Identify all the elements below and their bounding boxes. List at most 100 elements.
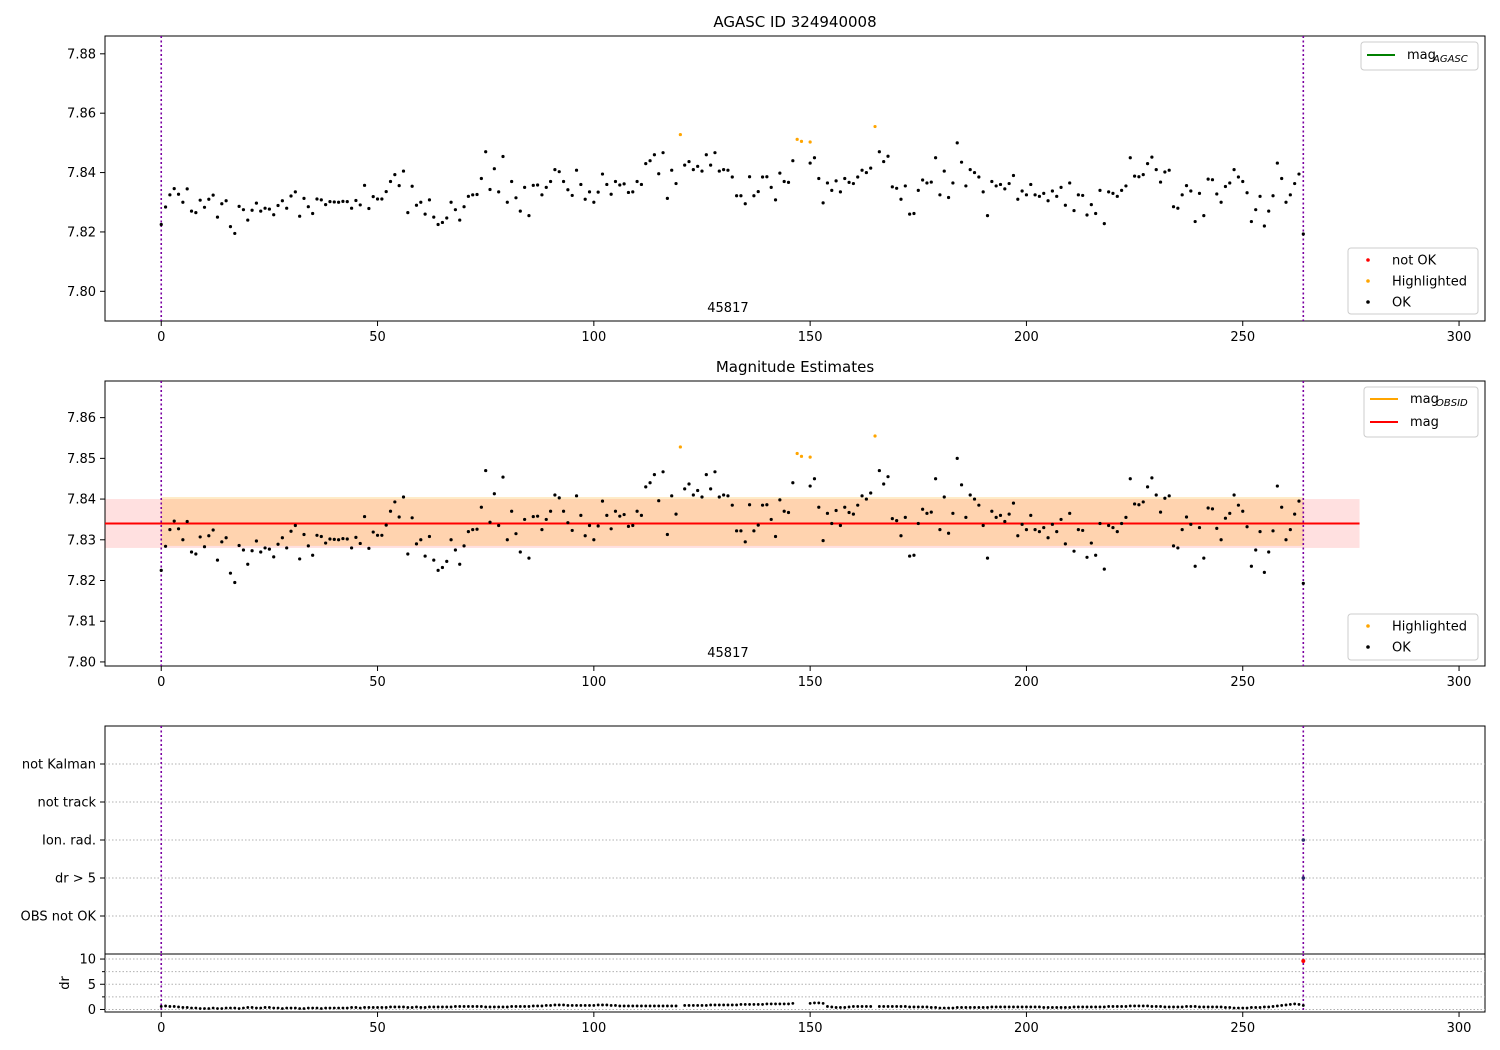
ok-point	[207, 534, 211, 538]
ok-point	[250, 208, 254, 212]
ok-point	[427, 198, 432, 202]
ok-point	[1241, 509, 1245, 513]
ok-point	[163, 544, 168, 548]
panel-flags: not Kalman not track Ion. rad. dr > 5 OBS no…	[21, 725, 1486, 955]
panel2-title: Magnitude Estimates	[716, 358, 874, 376]
dr-point	[665, 1004, 669, 1008]
ok-point	[657, 172, 661, 176]
dr-point	[1020, 1005, 1024, 1009]
ok-point	[1197, 191, 1202, 195]
dr-point	[384, 1006, 388, 1009]
ok-point	[1297, 172, 1301, 176]
dr-point	[1275, 1004, 1279, 1008]
ok-point	[1180, 193, 1184, 197]
dr-point	[306, 1006, 310, 1010]
dr-point	[1059, 1006, 1063, 1009]
ok-point	[319, 198, 323, 202]
ok-point	[1081, 193, 1085, 198]
ok-point	[886, 475, 890, 479]
ok-point	[808, 161, 812, 165]
ok-point	[224, 199, 228, 203]
ok-point	[1301, 232, 1305, 236]
ok-point	[475, 192, 479, 197]
dr-point	[674, 1004, 678, 1008]
ok-point	[817, 176, 821, 181]
dr-point	[856, 1005, 860, 1008]
dr-point	[1081, 1005, 1085, 1009]
dr-point	[955, 1006, 959, 1009]
dr-point	[834, 1006, 838, 1009]
ok-point	[994, 184, 998, 188]
dr-point	[903, 1005, 907, 1008]
ok-point	[445, 559, 449, 563]
dr-point	[627, 1004, 630, 1008]
dr-point	[454, 1005, 457, 1008]
panel2-ytick-label: 7.83	[67, 533, 96, 548]
dr-point	[510, 1005, 514, 1008]
dr-point	[354, 1006, 358, 1009]
ok-point	[1145, 485, 1150, 489]
panel4-xtick-label: 50	[369, 1021, 386, 1036]
ok-point	[895, 186, 899, 190]
dr-point	[164, 1004, 167, 1008]
ok-point	[709, 487, 713, 491]
ok-point	[220, 202, 224, 206]
dr-point	[739, 1003, 743, 1006]
dr-point	[1107, 1005, 1111, 1008]
dr-point	[376, 1006, 379, 1009]
ok-point	[311, 211, 315, 216]
dr-point	[237, 1007, 241, 1010]
ok-point	[1184, 184, 1189, 188]
ok-point	[864, 170, 868, 175]
ok-point	[488, 187, 492, 192]
ok-point	[505, 538, 509, 542]
ok-point	[1258, 530, 1262, 534]
ok-point	[471, 528, 475, 532]
dr-point	[397, 1005, 401, 1009]
dr-point	[1232, 1006, 1236, 1010]
ok-point	[1150, 476, 1154, 480]
dr-point	[964, 1006, 968, 1009]
ok-point	[769, 185, 773, 190]
ok-point	[1284, 200, 1288, 204]
ok-point	[159, 568, 163, 572]
ok-point	[544, 185, 548, 190]
dr-point	[198, 1007, 202, 1010]
ok-point	[1245, 191, 1249, 195]
ok-point	[484, 150, 488, 154]
ok-point	[492, 492, 496, 496]
dr-point	[691, 1004, 695, 1007]
panel1-legend-points: not OK Highlighted OK	[1347, 247, 1479, 315]
ok-point	[1089, 203, 1093, 207]
ok-point	[1107, 190, 1111, 194]
panel2-annotation: 45817	[707, 646, 748, 661]
dr-point	[1224, 1006, 1227, 1009]
dr-point	[458, 1005, 462, 1008]
dr-point	[942, 1006, 946, 1010]
ok-point	[972, 170, 977, 175]
legend-line-subscript: OBSID	[1436, 398, 1468, 409]
dr-point	[696, 1004, 700, 1007]
ok-point	[1232, 493, 1236, 497]
ok-point	[786, 180, 791, 184]
dr-point	[700, 1004, 704, 1007]
ok-point	[726, 494, 730, 498]
ok-point	[1037, 194, 1042, 198]
ok-point	[280, 199, 284, 203]
ok-point	[228, 571, 233, 575]
ok-point	[189, 550, 194, 554]
ok-point	[955, 141, 959, 145]
panel-agasc: AGASC ID 324940008 0 50 100 150 200 250 300 7.8…	[67, 13, 1486, 345]
ok-point	[938, 528, 942, 532]
ok-point	[181, 538, 185, 542]
ok-point	[752, 194, 756, 198]
ok-point	[241, 208, 246, 212]
panel3-ytick-label: dr > 5	[55, 872, 96, 887]
ok-point	[337, 538, 341, 542]
ok-point	[951, 511, 955, 515]
ok-point	[1132, 174, 1137, 178]
ok-point	[760, 175, 765, 179]
ok-point	[1111, 191, 1115, 195]
ok-point	[994, 515, 998, 519]
ok-point	[739, 194, 743, 198]
